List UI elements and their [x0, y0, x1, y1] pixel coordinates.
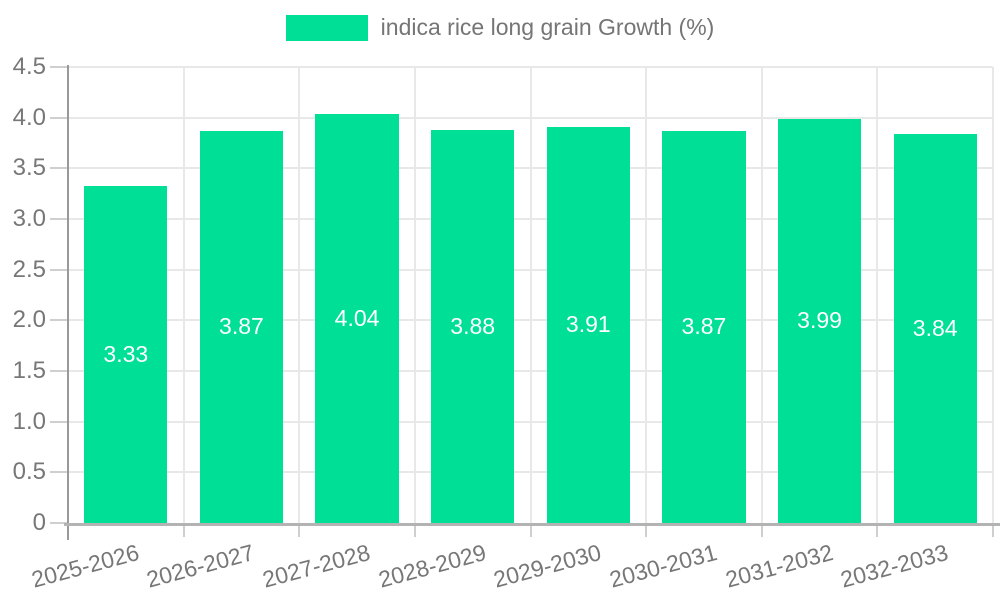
bar-value-label: 3.88: [450, 312, 496, 339]
x-gridline: [760, 67, 763, 523]
x-tick-mark: [992, 523, 994, 537]
y-axis-tick-label: 3.5: [12, 154, 46, 182]
bar-value-label: 3.84: [912, 314, 958, 341]
bar-2026-2027[interactable]: 3.87: [199, 130, 284, 523]
x-axis-tick-label: 2030-2031: [606, 539, 720, 593]
y-axis-tick-label: 0.5: [12, 458, 46, 486]
x-gridline: [645, 67, 648, 523]
x-tick-mark: [876, 523, 879, 537]
y-tick-mark: [50, 268, 68, 271]
x-axis-tick-label: 2031-2032: [722, 539, 836, 593]
bar-2030-2031[interactable]: 3.87: [662, 130, 746, 523]
y-tick-mark: [50, 471, 68, 474]
y-axis-tick-label: 1.5: [12, 357, 46, 384]
x-axis-tick-label: 2029-2030: [491, 539, 605, 593]
bar-value-label: 3.87: [681, 313, 727, 340]
x-tick-mark: [182, 523, 185, 537]
bar-2025-2026[interactable]: 3.33: [84, 185, 168, 523]
x-axis-tick-label: 2026-2027: [144, 539, 258, 593]
bar-value-label: 3.87: [219, 313, 264, 340]
bar-2031-2032[interactable]: 3.99: [777, 118, 862, 523]
y-axis-line: [67, 65, 69, 540]
bar-2028-2029[interactable]: 3.88: [431, 129, 515, 523]
y-tick-mark: [50, 522, 68, 524]
x-axis-tick-label: 2025-2026: [28, 539, 142, 593]
y-axis-tick-label: 4.0: [12, 103, 46, 131]
bar-value-label: 3.99: [797, 307, 842, 334]
y-tick-mark: [50, 167, 68, 170]
y-tick-mark: [50, 370, 68, 372]
y-tick-mark: [50, 66, 68, 68]
bar-value-label: 4.04: [334, 304, 380, 331]
y-axis-tick-label: 0: [32, 509, 46, 536]
x-axis-tick-label: 2032-2033: [837, 539, 951, 593]
bar-2032-2033[interactable]: 3.84: [893, 133, 977, 523]
y-axis-tick-label: 2.5: [12, 255, 46, 283]
bar-value-label: 3.33: [103, 340, 149, 367]
x-gridline: [529, 67, 532, 523]
y-axis-tick-label: 4.5: [12, 53, 46, 80]
x-tick-mark: [413, 523, 416, 537]
y-tick-mark: [50, 420, 68, 423]
x-gridline: [413, 67, 416, 523]
x-gridline: [182, 67, 185, 523]
x-gridline: [298, 67, 301, 523]
x-gridline: [992, 67, 994, 523]
bar-value-label: 3.91: [565, 311, 611, 338]
x-axis-tick-label: 2028-2029: [375, 539, 489, 593]
x-tick-mark: [529, 523, 532, 537]
bar-2027-2028[interactable]: 4.04: [315, 113, 399, 523]
x-gridline: [876, 67, 879, 523]
bar-2029-2030[interactable]: 3.91: [546, 126, 630, 523]
x-tick-mark: [298, 523, 301, 537]
y-axis-tick-label: 3.0: [12, 205, 46, 232]
x-axis-line: [64, 523, 1000, 526]
y-tick-mark: [50, 319, 68, 322]
y-axis-tick-label: 2.0: [12, 306, 46, 334]
legend-label: indica rice long grain Growth (%): [380, 14, 715, 40]
y-tick-mark: [50, 116, 68, 119]
x-tick-mark: [645, 523, 648, 537]
legend[interactable]: indica rice long grain Growth (%): [0, 14, 1000, 41]
x-axis-tick-label: 2027-2028: [259, 539, 373, 593]
legend-swatch-icon: [285, 14, 368, 41]
x-tick-mark: [760, 523, 763, 537]
y-tick-mark: [50, 218, 68, 220]
y-axis-tick-label: 1.0: [12, 407, 46, 435]
